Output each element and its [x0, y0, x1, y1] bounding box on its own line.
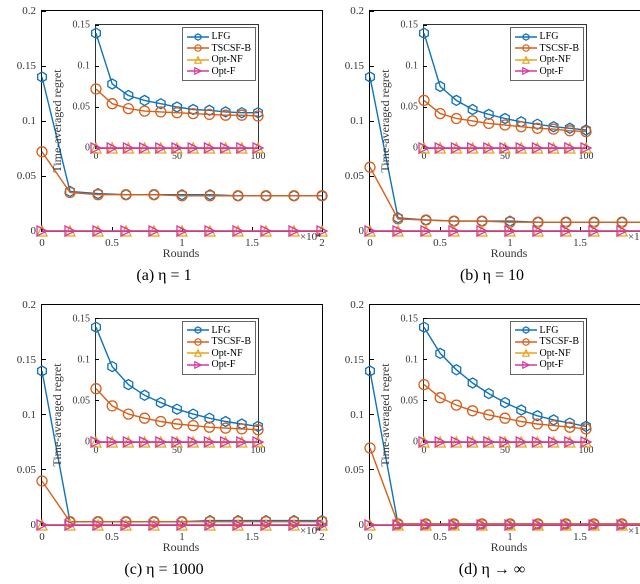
legend-label: LFG	[540, 325, 559, 337]
legend-label: Opt-F	[212, 66, 236, 78]
y-tick-label: 0	[85, 143, 90, 154]
inset-chart: 05010000.050.10.15LFGTSCSF-BOpt-NFOpt-F	[95, 24, 259, 149]
x-axis-exponent: ×10⁴	[369, 525, 640, 537]
y-tick-label: 0.15	[345, 60, 364, 72]
y-tick-label: 0	[31, 225, 37, 237]
y-tick-label: 0.15	[73, 313, 91, 324]
legend-label: Opt-F	[540, 359, 564, 371]
chart-area: 00.511.5200.050.10.150.2Time-averaged re…	[41, 10, 323, 232]
y-tick-label: 0.1	[78, 354, 91, 365]
y-tick-label: 0.2	[22, 5, 36, 17]
legend: LFGTSCSF-BOpt-NFOpt-F	[510, 321, 584, 375]
chart-area: 00.511.5200.050.10.150.2Time-averaged re…	[41, 304, 323, 526]
y-tick-label: 0.1	[78, 61, 91, 72]
subplot-c: 00.511.5200.050.10.150.2Time-averaged re…	[5, 304, 323, 580]
legend-label: TSCSF-B	[212, 43, 251, 55]
subplot-d: 00.511.5200.050.10.150.2Time-averaged re…	[333, 304, 640, 580]
chart-area: 00.511.5200.050.10.150.2Time-averaged re…	[369, 304, 640, 526]
y-tick-label: 0.1	[350, 409, 364, 421]
y-tick-label: 0	[31, 519, 37, 531]
legend-label: LFG	[540, 31, 559, 43]
subplot-caption: (c) η = 1000	[124, 561, 203, 579]
y-axis-label: Time-averaged regret	[378, 363, 393, 466]
y-tick-label: 0.1	[350, 115, 364, 127]
legend-label: LFG	[212, 31, 231, 43]
inset-chart: 05010000.050.10.15LFGTSCSF-BOpt-NFOpt-F	[95, 318, 259, 443]
legend-label: LFG	[212, 325, 231, 337]
legend-label: Opt-F	[540, 66, 564, 78]
y-tick-label: 0.15	[401, 313, 419, 324]
y-tick-label: 0.15	[401, 20, 419, 31]
legend-item: Opt-NF	[187, 54, 251, 66]
legend: LFGTSCSF-BOpt-NFOpt-F	[182, 27, 256, 81]
y-tick-label: 0.2	[350, 299, 364, 311]
legend-item: Opt-F	[515, 359, 579, 371]
y-tick-label: 0.15	[73, 20, 91, 31]
y-tick-label: 0.15	[17, 60, 36, 72]
y-tick-label: 0.05	[345, 464, 364, 476]
legend-item: TSCSF-B	[515, 336, 579, 348]
y-tick-label: 0.15	[345, 354, 364, 366]
figure-grid: 00.511.5200.050.10.150.2Time-averaged re…	[0, 0, 640, 584]
y-tick-label: 0	[359, 519, 365, 531]
subplot-a: 00.511.5200.050.10.150.2Time-averaged re…	[5, 10, 323, 286]
legend-item: TSCSF-B	[515, 43, 579, 55]
subplot-caption: (a) η = 1	[136, 267, 191, 285]
y-tick-label: 0.1	[406, 354, 419, 365]
y-axis-label: Time-averaged regret	[378, 69, 393, 172]
subplot-caption: (d) η → ∞	[459, 561, 525, 579]
inset-chart: 05010000.050.10.15LFGTSCSF-BOpt-NFOpt-F	[423, 318, 587, 443]
legend-item: Opt-F	[187, 66, 251, 78]
legend-item: LFG	[515, 325, 579, 337]
legend-item: TSCSF-B	[187, 43, 251, 55]
y-tick-label: 0	[85, 436, 90, 447]
y-tick-label: 0	[413, 143, 418, 154]
legend-item: TSCSF-B	[187, 336, 251, 348]
chart-area: 00.511.5200.050.10.150.2Time-averaged re…	[369, 10, 640, 232]
y-tick-label: 0	[359, 225, 365, 237]
legend-item: Opt-NF	[515, 54, 579, 66]
legend: LFGTSCSF-BOpt-NFOpt-F	[182, 321, 256, 375]
legend-item: Opt-NF	[515, 348, 579, 360]
y-axis-label: Time-averaged regret	[50, 363, 65, 466]
x-axis-exponent: ×10⁴	[41, 525, 321, 537]
legend-label: Opt-F	[212, 359, 236, 371]
y-tick-label: 0.2	[350, 5, 364, 17]
y-tick-label: 0.1	[22, 115, 36, 127]
legend-label: Opt-NF	[540, 54, 571, 66]
x-axis-label: Rounds	[369, 540, 640, 555]
x-axis-exponent: ×10⁴	[369, 231, 640, 243]
y-tick-label: 0.05	[73, 395, 91, 406]
legend-label: Opt-NF	[212, 348, 243, 360]
legend-label: Opt-NF	[212, 54, 243, 66]
legend-label: TSCSF-B	[540, 336, 579, 348]
x-axis-exponent: ×10⁴	[41, 231, 321, 243]
subplot-caption: (b) η = 10	[460, 267, 524, 285]
legend-item: Opt-F	[187, 359, 251, 371]
y-tick-label: 0.1	[406, 61, 419, 72]
y-tick-label: 0.15	[17, 354, 36, 366]
legend-label: TSCSF-B	[540, 43, 579, 55]
x-axis-label: Rounds	[369, 246, 640, 261]
y-tick-label: 0.05	[17, 170, 36, 182]
y-tick-label: 0.05	[73, 102, 91, 113]
y-tick-label: 0	[413, 436, 418, 447]
y-tick-label: 0.1	[22, 409, 36, 421]
y-tick-label: 0.05	[401, 102, 419, 113]
subplot-b: 00.511.5200.050.10.150.2Time-averaged re…	[333, 10, 640, 286]
legend-label: Opt-NF	[540, 348, 571, 360]
legend-item: Opt-NF	[187, 348, 251, 360]
legend-item: LFG	[515, 31, 579, 43]
legend-item: LFG	[187, 31, 251, 43]
legend-item: LFG	[187, 325, 251, 337]
y-tick-label: 0.05	[401, 395, 419, 406]
legend-label: TSCSF-B	[212, 336, 251, 348]
y-axis-label: Time-averaged regret	[50, 69, 65, 172]
y-tick-label: 0.2	[22, 299, 36, 311]
inset-chart: 05010000.050.10.15LFGTSCSF-BOpt-NFOpt-F	[423, 24, 587, 149]
legend: LFGTSCSF-BOpt-NFOpt-F	[510, 27, 584, 81]
y-tick-label: 0.05	[17, 464, 36, 476]
legend-item: Opt-F	[515, 66, 579, 78]
y-tick-label: 0.05	[345, 170, 364, 182]
